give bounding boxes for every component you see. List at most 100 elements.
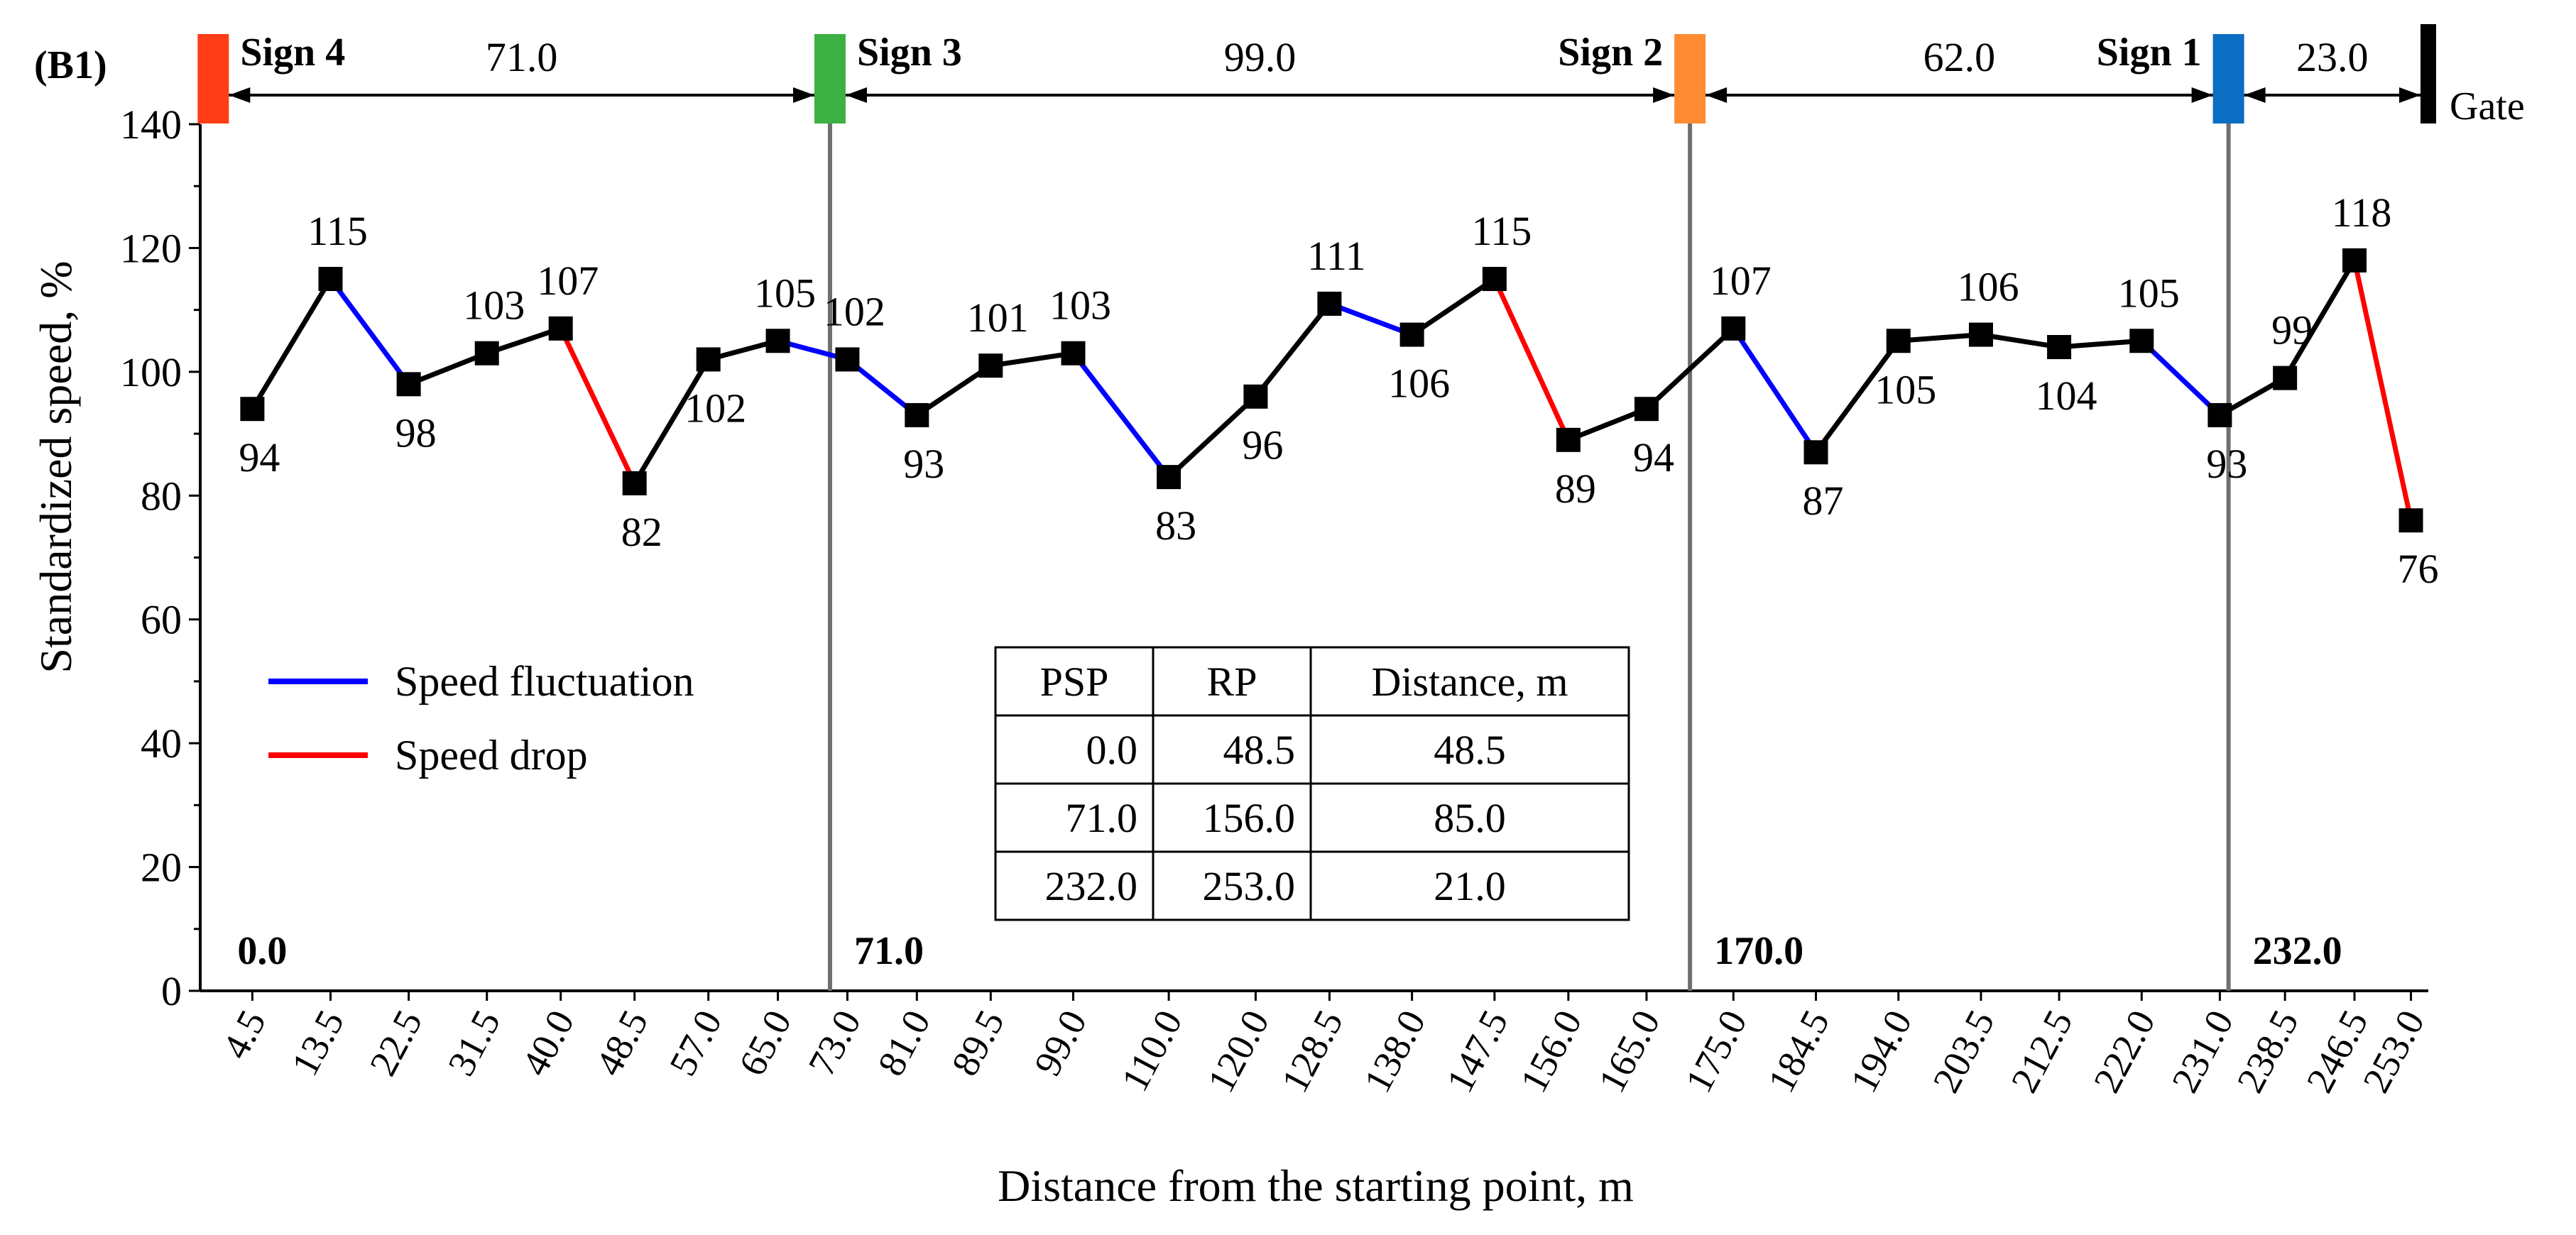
speed-points [240,248,2423,533]
gate-label: Gate [2450,84,2525,128]
span-arrowhead [2399,87,2421,103]
speed-segment [249,276,334,412]
speed-segment [1896,332,1984,344]
speed-segment [1492,276,1571,443]
speed-segment [1730,326,1819,455]
y-tick-label: 120 [120,225,182,271]
y-tick-label: 40 [141,720,182,767]
speed-segment [2139,338,2222,418]
speed-point [765,329,790,353]
speed-point [1482,267,1507,292]
value-label: 115 [1471,208,1532,254]
speed-segment [406,351,490,387]
y-tick-label: 100 [120,349,182,395]
table-header-cell: Distance, m [1371,659,1568,705]
table-header-cell: PSP [1040,659,1109,705]
value-label: 82 [621,509,662,555]
speed-point [474,341,499,366]
value-label: 106 [1388,361,1450,407]
span-arrowhead [792,87,814,103]
y-tick-label: 140 [120,101,182,148]
speed-segment [1071,351,1172,480]
value-label: 107 [1710,258,1772,304]
speed-point [318,267,343,292]
psp-rp-table: PSP RP Distance, m 0.0 48.5 48.5 71.0 156.0 85.0… [994,646,1630,921]
value-label: 106 [1957,264,2019,310]
speed-point [1634,397,1659,422]
value-label: 99 [2271,307,2313,353]
speed-segment [2282,258,2357,381]
legend-label: Speed fluctuation [395,658,694,705]
panel-label: (B1) [34,43,107,87]
value-label: 94 [239,434,280,481]
value-label: 94 [1633,434,1674,481]
value-label: 105 [2118,270,2180,316]
speed-segment [1978,332,2062,350]
sign-marker [1674,34,1706,124]
speed-point [1061,341,1086,366]
speed-point [2398,508,2423,533]
speed-point [240,397,265,422]
speed-point [978,353,1003,378]
value-label: 118 [2332,190,2392,236]
x-axis-title: Distance from the starting point, m [998,1160,1634,1211]
span-arrowhead [1653,87,1675,103]
table-cell: 253.0 [1203,863,1296,909]
speed-point [2129,329,2154,353]
speed-point [1317,291,1342,316]
value-label: 111 [1307,233,1366,279]
speed-point [1803,440,1828,465]
speed-point [1243,384,1268,409]
sign-position-label: 170.0 [1714,929,1803,973]
speed-point [696,347,721,372]
speed-segment [1252,301,1332,400]
speed-segment [1166,394,1258,480]
y-tick-label: 80 [141,473,182,519]
span-arrowhead [2244,87,2266,103]
value-label: 104 [2036,373,2097,419]
span-distance-label: 62.0 [1923,34,1996,80]
speed-segment [2056,338,2144,350]
speed-segment [1326,301,1415,338]
y-tick-label: 0 [161,968,182,1014]
legend-label: Speed drop [395,732,588,779]
sign-marker [197,34,229,124]
value-label: 83 [1155,503,1196,549]
speed-series [249,258,2414,523]
speed-point [835,347,860,372]
table-cell: 85.0 [1434,795,1506,841]
table-cell: 0.0 [1086,727,1138,773]
speed-point [1556,427,1581,452]
value-label: 87 [1803,478,1844,524]
table-cell: 48.5 [1223,727,1296,773]
span-arrowhead [229,87,251,103]
legend: Speed fluctuation Speed drop [268,658,694,779]
value-label: 107 [537,258,599,304]
speed-segment [1644,326,1736,412]
sign-position-label: 0.0 [237,929,287,973]
y-tick-label: 20 [141,845,182,891]
speed-segment [328,276,412,387]
value-label: 98 [395,410,437,456]
sign-name: Sign 4 [240,31,345,75]
sign-name: Sign 1 [2097,31,2202,75]
span-distance-label: 99.0 [1224,34,1297,80]
value-label: 115 [307,208,368,254]
value-label: 96 [1242,422,1283,468]
sign-position-label: 232.0 [2253,929,2342,973]
speed-segment [2352,258,2414,523]
span-arrowhead [845,87,867,103]
speed-segment [914,363,993,418]
sign-name: Sign 3 [857,31,962,75]
value-label: 102 [684,385,746,431]
span-distance-label: 71.0 [486,34,558,80]
speed-point [2342,248,2367,273]
value-label: 103 [1049,282,1111,329]
value-label: 103 [463,282,525,329]
sign-position-label: 71.0 [854,929,924,973]
speed-segment [1813,338,1901,455]
table-cell: 71.0 [1066,795,1138,841]
